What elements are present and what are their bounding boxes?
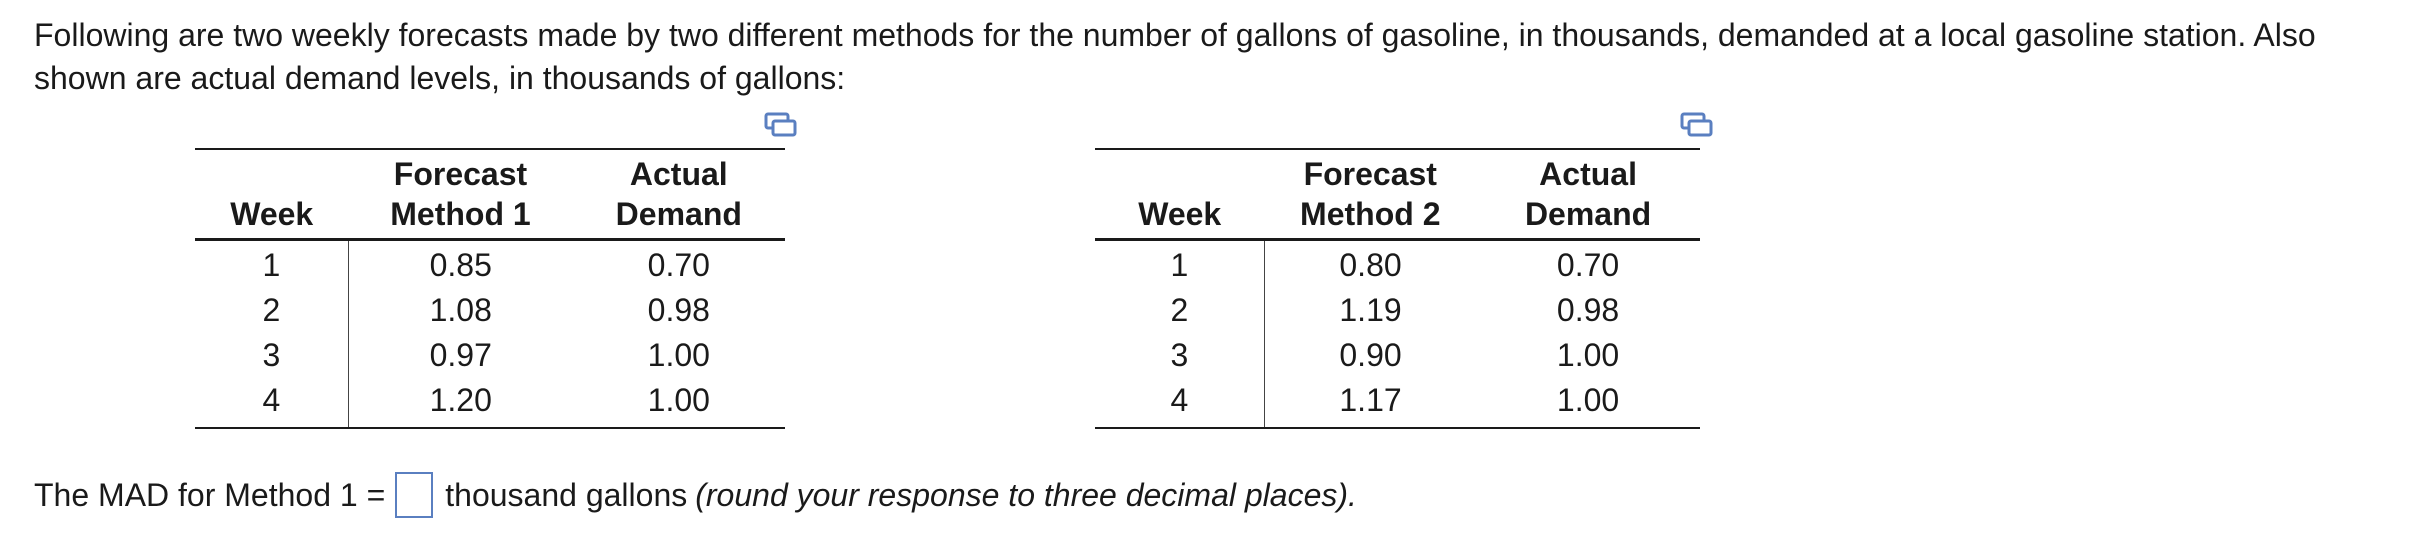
cell-week: 1 [1095,239,1265,288]
header-actual-demand: Actual Demand [1476,149,1700,241]
cell-week: 3 [1095,333,1265,378]
table-row: 1 0.85 0.70 [195,239,785,288]
cell-actual: 0.98 [647,292,710,328]
cell-week: 2 [1095,288,1265,333]
question-prefix: The MAD for Method 1 = [34,477,386,513]
header-week: Week [195,149,349,241]
forecast-table-method-1: Week Forecast Method 1 Actual Demand 1 0.8… [195,148,785,429]
cell-actual: 1.00 [647,382,710,418]
cell-forecast: 0.80 [1339,247,1402,283]
table-row: 1 0.80 0.70 [1095,239,1700,288]
cell-actual: 0.98 [1556,292,1620,328]
cell-week: 1 [195,239,349,288]
mad-question: The MAD for Method 1 = thousand gallons … [34,472,1357,518]
cell-actual: 1.00 [1556,382,1620,418]
cell-actual: 0.70 [647,247,710,283]
forecast-table-method-2: Week Forecast Method 2 Actual Demand 1 0.8… [1095,148,1700,429]
table-row: 3 0.90 1.00 [1095,333,1700,378]
cell-week: 4 [195,378,349,428]
cell-actual: 1.00 [1556,337,1620,373]
mad-answer-input[interactable] [395,472,434,518]
cell-actual: 0.70 [1556,247,1620,283]
table-row: 2 1.19 0.98 [1095,288,1700,333]
cell-forecast: 0.85 [429,247,492,283]
table-row: 4 1.17 1.00 [1095,378,1700,428]
problem-statement: Following are two weekly forecasts made … [34,17,2316,96]
cell-week: 3 [195,333,349,378]
table-row: 2 1.08 0.98 [195,288,785,333]
cell-actual: 1.00 [647,337,710,373]
cell-forecast: 1.17 [1339,382,1402,418]
cell-forecast: 1.08 [429,292,492,328]
cell-forecast: 0.97 [429,337,492,373]
cell-forecast: 1.19 [1339,292,1402,328]
cell-forecast: 1.20 [429,382,492,418]
header-forecast: Forecast Method 1 [348,149,573,241]
rounding-hint: (round your response to three decimal pl… [695,477,1357,513]
header-forecast: Forecast Method 2 [1264,149,1477,241]
header-actual-demand: Actual Demand [572,149,785,241]
cell-week: 2 [195,288,349,333]
copy-data-icon[interactable] [764,112,798,138]
copy-data-icon[interactable] [1680,112,1714,138]
table-row: 3 0.97 1.00 [195,333,785,378]
header-week: Week [1095,149,1265,241]
question-suffix: thousand gallons [445,477,688,513]
cell-week: 4 [1095,378,1265,428]
table-row: 4 1.20 1.00 [195,378,785,428]
cell-forecast: 0.90 [1339,337,1402,373]
